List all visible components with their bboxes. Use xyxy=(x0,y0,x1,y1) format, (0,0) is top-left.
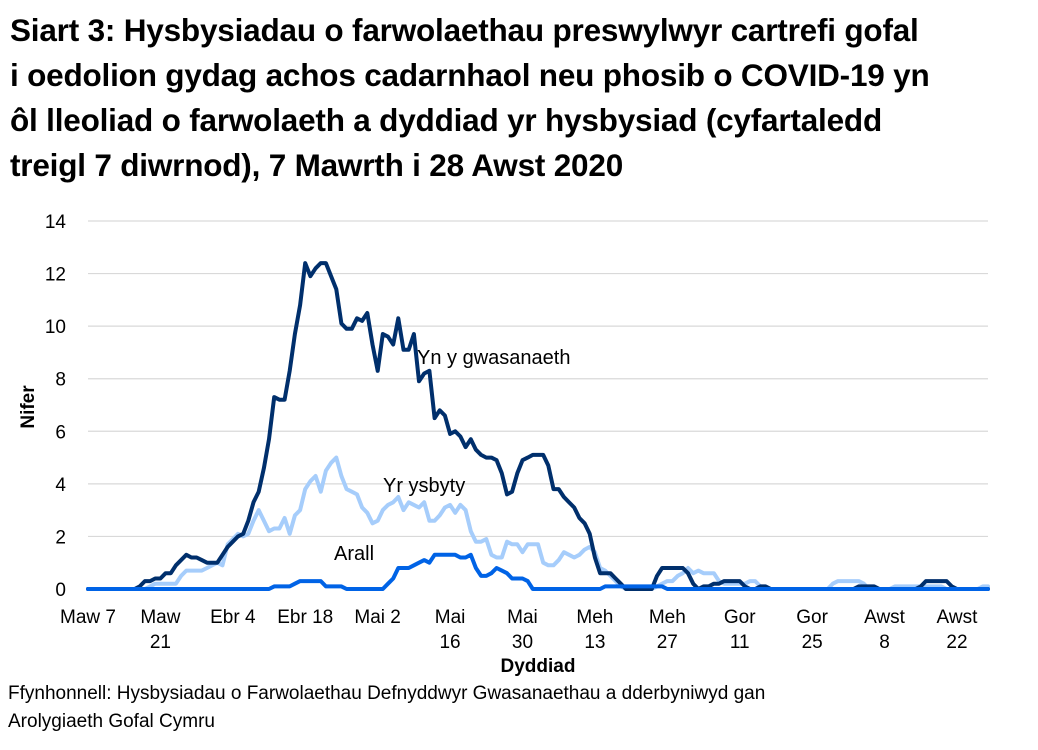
chart-title: Siart 3: Hysbysiadau o farwolaethau pres… xyxy=(10,8,1035,188)
title-line: treigl 7 diwrnod), 7 Mawrth i 28 Awst 20… xyxy=(10,147,624,183)
series-lines xyxy=(86,261,990,591)
y-tick-label: 14 xyxy=(45,212,67,233)
series-label-yr-ysbyty: Yr ysbyty xyxy=(383,475,465,497)
y-tick-label: 6 xyxy=(55,422,66,443)
x-tick-label: Maw 7 xyxy=(60,607,116,628)
source-line: Ffynhonnell: Hysbysiadau o Farwolaethau … xyxy=(8,683,766,704)
title-line: i oedolion gydag achos cadarnhaol neu ph… xyxy=(10,57,930,93)
x-tick-label: 13 xyxy=(584,632,605,653)
y-tick-label: 10 xyxy=(45,317,66,338)
x-tick-label: Gor xyxy=(796,607,828,628)
x-tick-label: Gor xyxy=(724,607,756,628)
x-tick-label: Mai xyxy=(435,607,466,628)
y-tick-label: 12 xyxy=(45,265,66,286)
y-tick-label: 8 xyxy=(55,370,66,391)
x-tick-label: 27 xyxy=(657,632,678,653)
x-tick-label: Awst xyxy=(864,607,906,628)
gridlines xyxy=(88,220,988,538)
x-tick-label: Awst xyxy=(937,607,979,628)
series-line-yn-y-gwasanaeth xyxy=(86,261,990,591)
y-tick-label: 2 xyxy=(55,527,66,548)
y-tick-label: 4 xyxy=(55,475,66,496)
y-tick-label: 0 xyxy=(55,580,66,601)
x-tick-label: 21 xyxy=(150,632,171,653)
x-tick-label: 8 xyxy=(879,632,890,653)
x-tick-label: 25 xyxy=(802,632,823,653)
x-tick-label: 16 xyxy=(439,632,460,653)
title-line: Siart 3: Hysbysiadau o farwolaethau pres… xyxy=(10,12,919,48)
y-axis-ticks: 0 2 4 6 8 10 12 14 xyxy=(45,212,67,601)
x-axis-ticks: Maw 7 Maw 21 Ebr 4 Ebr 18 Mai 2 Mai 16 Mai 30 Meh 1… xyxy=(60,607,978,653)
x-tick-label: 22 xyxy=(946,632,967,653)
x-tick-label: 11 xyxy=(730,632,750,653)
series-label-yn-y-gwasanaeth: Yn y gwasanaeth xyxy=(417,347,570,369)
source-line: Arolygiaeth Gofal Cymru xyxy=(8,711,215,732)
x-tick-label: Ebr 4 xyxy=(210,607,256,628)
x-axis-label: Dyddiad xyxy=(501,656,576,677)
x-tick-label: Mai xyxy=(507,607,538,628)
x-tick-label: Maw xyxy=(140,607,180,628)
series-line-yr-ysbyty xyxy=(86,455,990,591)
series-line-arall xyxy=(86,552,990,591)
x-tick-label: 30 xyxy=(512,632,533,653)
source-note: Ffynhonnell: Hysbysiadau o Farwolaethau … xyxy=(8,680,765,736)
x-tick-label: Meh xyxy=(649,607,686,628)
x-tick-label: Ebr 18 xyxy=(277,607,333,628)
y-axis-label: Nifer xyxy=(18,385,39,429)
x-tick-label: Meh xyxy=(576,607,613,628)
x-tick-label: Mai 2 xyxy=(354,607,400,628)
series-labels: Yn y gwasanaeth Yr ysbyty Arall xyxy=(334,347,570,565)
title-line: ôl lleoliad o farwolaeth a dyddiad yr hy… xyxy=(10,102,882,138)
series-label-arall: Arall xyxy=(334,543,374,565)
